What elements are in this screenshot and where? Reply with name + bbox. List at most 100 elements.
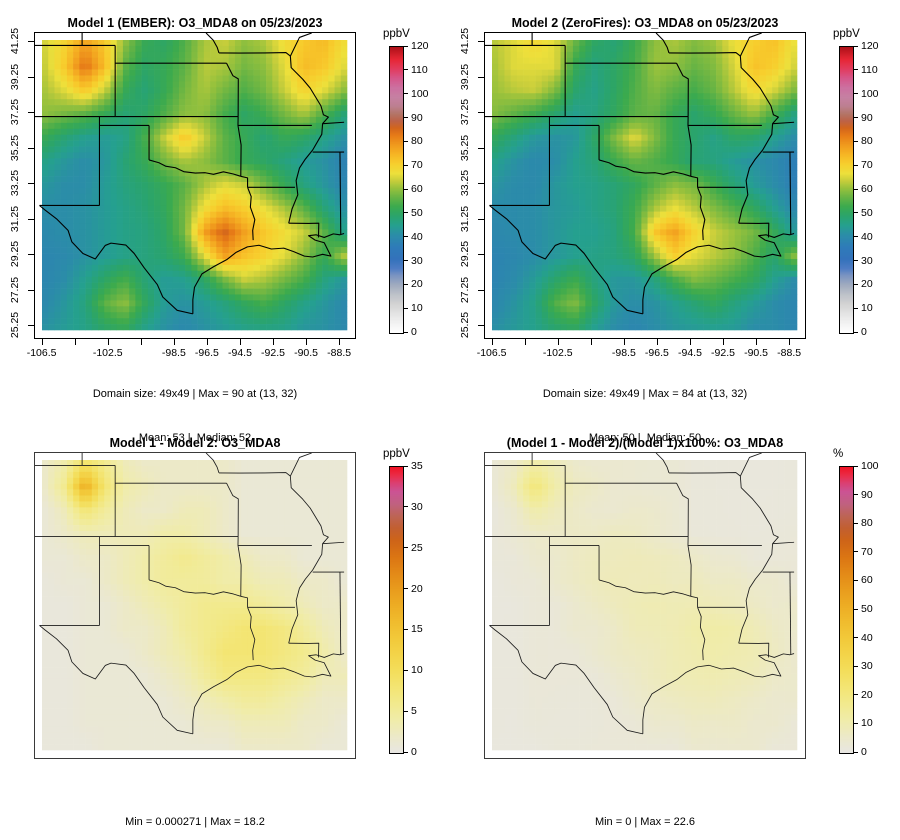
y-axis-tick (27, 325, 34, 327)
x-axis-tick-label: -90.5 (294, 347, 319, 359)
x-axis-tick (41, 338, 43, 345)
colorbar-tick-label: 50 (861, 206, 873, 219)
map-frame (484, 452, 806, 759)
y-axis-tick-label: 41.25 (9, 27, 21, 55)
colorbar-tick (404, 628, 408, 630)
y-axis-tick (477, 325, 484, 327)
colorbar: % 0 10 20 30 40 50 60 70 80 90 100 (833, 448, 899, 760)
x-axis-tick (789, 338, 791, 345)
colorbar-tick-label: 10 (411, 302, 423, 315)
x-axis-tick (656, 338, 658, 345)
colorbar-tick (854, 331, 858, 333)
x-axis-tick-label: -92.5 (711, 347, 735, 359)
colorbar-tick-label: 70 (861, 159, 873, 172)
stats-line-2: Mean: 53 | Median: 52 (138, 431, 252, 444)
model2-heatmap-canvas (485, 33, 804, 337)
colorbar-tick-label: 110 (411, 63, 428, 76)
colorbar-tick (404, 188, 408, 190)
colorbar-tick-label: 60 (861, 183, 873, 195)
x-axis-tick-label: -96.5 (194, 347, 219, 359)
colorbar-tick (854, 551, 858, 553)
stats-line-1: Min = 0 | Max = 22.6 (594, 816, 696, 828)
colorbar-tick-label: 30 (411, 254, 423, 267)
colorbar-tick-label: 70 (411, 159, 423, 172)
colorbar-tick-label: 10 (861, 302, 873, 315)
x-axis-tick (273, 338, 274, 345)
colorbar-gradient (839, 46, 854, 334)
colorbar-tick-label: 5 (411, 705, 417, 718)
x-axis-tick-label: -106.5 (26, 347, 57, 359)
y-axis-tick (477, 76, 484, 78)
colorbar-tick-label: 80 (861, 135, 873, 148)
colorbar-tick (404, 283, 408, 285)
colorbar-tick (854, 637, 858, 639)
colorbar-tick-label: 100 (861, 460, 879, 472)
colorbar-tick-label: 0 (411, 326, 417, 338)
colorbar-tick-label: 25 (411, 541, 423, 554)
x-axis-tick-label: -90.5 (744, 347, 769, 359)
y-axis-tick (27, 112, 34, 114)
colorbar-tick (404, 236, 408, 238)
colorbar: ppbV 0 10 20 30 40 50 60 70 80 90 100 110 120 (833, 28, 899, 340)
colorbar-tick-label: 20 (411, 582, 423, 595)
y-axis-tick (477, 183, 484, 185)
colorbar-tick (854, 212, 858, 214)
y-axis-tick (477, 41, 484, 42)
colorbar-tick (854, 665, 858, 667)
colorbar-tick (404, 93, 408, 95)
colorbar-tick-label: 40 (861, 230, 873, 243)
colorbar-tick-label: 30 (861, 660, 873, 673)
panel-title: Model 1 (EMBER): O3_MDA8 on 05/23/2023 (67, 16, 323, 31)
colorbar-tick (854, 694, 858, 696)
stats-line-1: Min = 0.000271 | Max = 18.2 (125, 816, 265, 828)
colorbar-tick (404, 751, 408, 753)
map-frame (34, 452, 356, 759)
colorbar-tick (404, 260, 408, 261)
x-axis-tick (756, 338, 758, 345)
colorbar-tick-label: 30 (411, 500, 423, 513)
colorbar-tick (854, 494, 858, 496)
x-axis-tick (239, 338, 241, 345)
colorbar-tick (404, 45, 408, 47)
colorbar-tick (854, 45, 858, 47)
colorbar-tick-label: 120 (411, 40, 429, 52)
colorbar-tick (404, 710, 408, 712)
colorbar-tick (854, 164, 858, 166)
colorbar-tick (404, 331, 408, 333)
panel-model1-map: Model 1 (EMBER): O3_MDA8 on 05/23/2023 -… (0, 0, 450, 443)
colorbar-tick-label: 15 (411, 623, 423, 636)
colorbar-tick-label: 80 (861, 517, 873, 530)
y-axis-tick (477, 112, 484, 114)
colorbar-tick-label: 120 (861, 40, 879, 52)
colorbar-tick-label: 70 (861, 545, 873, 558)
map-frame (484, 32, 806, 339)
x-axis-tick-label: -88.5 (327, 347, 352, 359)
colorbar-tick (854, 117, 858, 118)
x-axis-tick-label: -94.5 (227, 347, 252, 359)
colorbar-tick (854, 751, 858, 753)
colorbar-tick (854, 260, 858, 261)
colorbar-tick (854, 93, 858, 95)
colorbar-tick (404, 506, 408, 508)
percent-difference-heatmap-canvas (485, 453, 804, 757)
x-axis-tick-label: -98.5 (161, 347, 186, 359)
colorbar-gradient (389, 46, 404, 334)
colorbar-tick (854, 69, 858, 71)
x-axis-tick (206, 338, 208, 345)
colorbar-tick (404, 547, 408, 549)
colorbar-tick-label: 80 (411, 135, 423, 148)
colorbar-gradient (389, 466, 404, 754)
stats-line-1: Domain size: 49x49 | Max = 90 at (13, 32… (92, 388, 298, 400)
colorbar-tick-label: 50 (861, 603, 873, 615)
colorbar-tick (854, 465, 858, 467)
colorbar-tick-label: 35 (411, 460, 423, 472)
colorbar-tick-label: 50 (411, 206, 423, 219)
y-axis-tick (27, 147, 34, 149)
colorbar-unit-label: % (833, 448, 844, 460)
colorbar-tick-label: 60 (411, 183, 423, 195)
stats-text: Domain size: 49x49 | Max = 90 at (13, 32… (30, 358, 360, 474)
x-axis-tick-label: -88.5 (777, 347, 802, 359)
x-axis-tick (173, 338, 175, 345)
colorbar-tick (404, 307, 408, 309)
